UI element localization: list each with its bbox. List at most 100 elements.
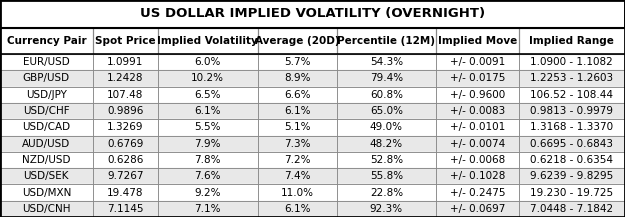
Bar bbox=[258, 70, 336, 87]
Bar bbox=[258, 135, 336, 152]
Bar bbox=[158, 135, 258, 152]
Bar bbox=[336, 54, 436, 70]
Bar bbox=[158, 54, 258, 70]
Bar bbox=[336, 119, 436, 135]
Text: 1.0991: 1.0991 bbox=[107, 57, 144, 67]
Bar bbox=[158, 184, 258, 201]
Text: 10.2%: 10.2% bbox=[191, 73, 224, 84]
Bar bbox=[336, 87, 436, 103]
Bar bbox=[158, 201, 258, 217]
Bar bbox=[519, 87, 625, 103]
Text: 49.0%: 49.0% bbox=[370, 122, 403, 132]
Bar bbox=[258, 70, 336, 87]
Text: +/- 0.0697: +/- 0.0697 bbox=[449, 204, 505, 214]
Bar bbox=[519, 54, 625, 70]
Bar bbox=[436, 54, 519, 70]
Bar bbox=[519, 103, 625, 119]
Bar bbox=[519, 70, 625, 87]
Bar bbox=[519, 184, 625, 201]
Text: 11.0%: 11.0% bbox=[281, 187, 314, 197]
Text: 7.4%: 7.4% bbox=[284, 171, 310, 181]
Bar bbox=[0, 87, 92, 103]
Bar bbox=[0, 201, 92, 217]
Bar bbox=[92, 152, 158, 168]
Bar bbox=[92, 28, 158, 54]
Text: 6.1%: 6.1% bbox=[284, 204, 310, 214]
Text: 48.2%: 48.2% bbox=[370, 139, 403, 149]
Text: Average (20D): Average (20D) bbox=[255, 36, 339, 46]
Text: Currency Pair: Currency Pair bbox=[6, 36, 86, 46]
Bar bbox=[92, 201, 158, 217]
Text: 6.6%: 6.6% bbox=[284, 90, 310, 100]
Bar bbox=[0, 70, 92, 87]
Text: 9.7267: 9.7267 bbox=[107, 171, 144, 181]
Text: AUD/USD: AUD/USD bbox=[22, 139, 71, 149]
Bar bbox=[436, 168, 519, 184]
Bar bbox=[158, 70, 258, 87]
Text: 92.3%: 92.3% bbox=[370, 204, 403, 214]
Text: 6.0%: 6.0% bbox=[194, 57, 221, 67]
Bar bbox=[0, 135, 92, 152]
Bar bbox=[519, 152, 625, 168]
Bar bbox=[92, 70, 158, 87]
Text: Spot Price: Spot Price bbox=[95, 36, 156, 46]
Bar bbox=[336, 184, 436, 201]
Bar bbox=[336, 168, 436, 184]
Text: +/- 0.1028: +/- 0.1028 bbox=[449, 171, 505, 181]
Text: 55.8%: 55.8% bbox=[370, 171, 403, 181]
Bar bbox=[158, 201, 258, 217]
Bar bbox=[519, 28, 625, 54]
Text: 54.3%: 54.3% bbox=[370, 57, 403, 67]
Bar bbox=[258, 119, 336, 135]
Bar bbox=[158, 135, 258, 152]
Text: USD/JPY: USD/JPY bbox=[26, 90, 67, 100]
Bar bbox=[519, 184, 625, 201]
Text: 0.6769: 0.6769 bbox=[107, 139, 144, 149]
Bar bbox=[336, 152, 436, 168]
Bar bbox=[436, 28, 519, 54]
Bar bbox=[436, 70, 519, 87]
Bar bbox=[0, 135, 92, 152]
Text: USD/CAD: USD/CAD bbox=[22, 122, 71, 132]
Bar bbox=[436, 103, 519, 119]
Text: USD/CNH: USD/CNH bbox=[22, 204, 71, 214]
Bar bbox=[92, 119, 158, 135]
Text: 0.9813 - 0.9979: 0.9813 - 0.9979 bbox=[530, 106, 613, 116]
Text: 7.1%: 7.1% bbox=[194, 204, 221, 214]
Bar bbox=[336, 103, 436, 119]
Text: 65.0%: 65.0% bbox=[370, 106, 403, 116]
Text: 1.3269: 1.3269 bbox=[107, 122, 144, 132]
Bar bbox=[436, 135, 519, 152]
Text: +/- 0.9600: +/- 0.9600 bbox=[450, 90, 505, 100]
Bar bbox=[258, 103, 336, 119]
Text: 0.9896: 0.9896 bbox=[107, 106, 144, 116]
Text: 5.1%: 5.1% bbox=[284, 122, 310, 132]
Text: 7.9%: 7.9% bbox=[194, 139, 221, 149]
Text: 6.1%: 6.1% bbox=[284, 106, 310, 116]
Bar bbox=[258, 54, 336, 70]
Bar bbox=[92, 184, 158, 201]
Text: 1.2428: 1.2428 bbox=[107, 73, 144, 84]
Bar bbox=[519, 70, 625, 87]
Bar bbox=[0, 184, 92, 201]
Text: 9.6239 - 9.8295: 9.6239 - 9.8295 bbox=[530, 171, 613, 181]
Bar bbox=[92, 103, 158, 119]
Text: GBP/USD: GBP/USD bbox=[22, 73, 70, 84]
Text: Percentile (12M): Percentile (12M) bbox=[338, 36, 436, 46]
Bar bbox=[92, 152, 158, 168]
Bar bbox=[258, 103, 336, 119]
Bar bbox=[519, 87, 625, 103]
Bar bbox=[158, 87, 258, 103]
Bar bbox=[336, 135, 436, 152]
Text: US DOLLAR IMPLIED VOLATILITY (OVERNIGHT): US DOLLAR IMPLIED VOLATILITY (OVERNIGHT) bbox=[140, 8, 485, 20]
Bar bbox=[436, 119, 519, 135]
Text: 60.8%: 60.8% bbox=[370, 90, 403, 100]
Bar bbox=[0, 0, 625, 28]
Bar bbox=[258, 152, 336, 168]
Bar bbox=[336, 87, 436, 103]
Bar bbox=[336, 201, 436, 217]
Bar bbox=[519, 103, 625, 119]
Text: +/- 0.0083: +/- 0.0083 bbox=[450, 106, 505, 116]
Bar bbox=[436, 184, 519, 201]
Text: +/- 0.0091: +/- 0.0091 bbox=[450, 57, 505, 67]
